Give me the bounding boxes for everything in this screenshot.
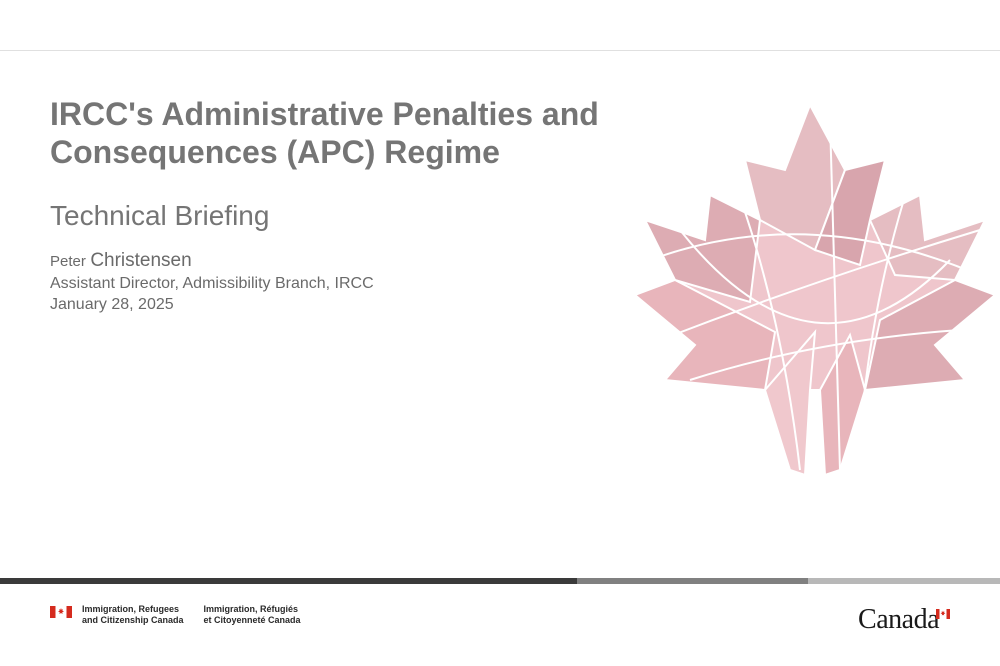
top-divider: [0, 50, 1000, 51]
title-line2: Consequences (APC) Regime: [50, 134, 500, 170]
dept-fr-line2: et Citoyenneté Canada: [204, 615, 301, 625]
maple-leaf-icon: [590, 80, 1000, 540]
presenter-first-name: Peter: [50, 253, 86, 270]
bar-segment-light: [808, 578, 1000, 584]
canada-flag-icon: [50, 606, 72, 618]
canada-wordmark: Canada: [858, 604, 950, 636]
bar-segment-dark: [0, 578, 577, 584]
slide-container: IRCC's Administrative Penalties and Cons…: [0, 0, 1000, 666]
wordmark-flag-icon: [936, 609, 950, 619]
department-signature: Immigration, Refugees and Citizenship Ca…: [50, 604, 301, 627]
wordmark-text: Canada: [858, 604, 939, 636]
dept-en-line1: Immigration, Refugees: [82, 604, 179, 614]
department-name-en: Immigration, Refugees and Citizenship Ca…: [82, 604, 184, 627]
dept-en-line2: and Citizenship Canada: [82, 615, 184, 625]
footer: Immigration, Refugees and Citizenship Ca…: [50, 604, 950, 636]
presenter-last-name: Christensen: [90, 250, 191, 271]
title-line1: IRCC's Administrative Penalties and: [50, 96, 599, 132]
bottom-accent-bar: [0, 578, 1000, 584]
department-name-fr: Immigration, Réfugiés et Citoyenneté Can…: [204, 604, 301, 627]
bar-segment-mid: [577, 578, 808, 584]
dept-fr-line1: Immigration, Réfugiés: [204, 604, 299, 614]
department-names: Immigration, Refugees and Citizenship Ca…: [82, 604, 301, 627]
